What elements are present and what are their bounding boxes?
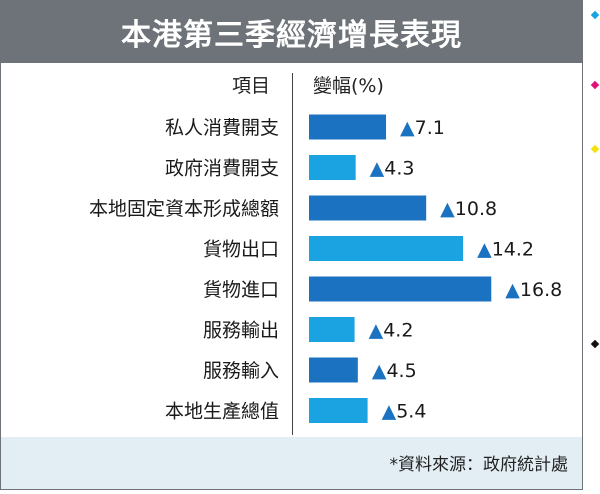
source-note: *資料來源：政府統計處 <box>389 455 569 475</box>
category-label: 政府消費開支 <box>165 158 279 180</box>
category-label: 私人消費開支 <box>165 117 279 139</box>
value-label: ▲14.2 <box>477 239 534 261</box>
chart-frame: 本港第三季經濟增長表現 項目 變幅(%) 私人消費開支 ▲7.1 政府消費開支 ▲4.… <box>0 0 583 490</box>
yellow-mark-icon <box>590 144 600 154</box>
category-label: 服務輸入 <box>203 360 279 382</box>
category-label: 本地固定資本形成總額 <box>89 198 279 220</box>
value-label: ▲4.3 <box>370 158 415 180</box>
value-label: ▲10.8 <box>440 198 497 220</box>
value-label: ▲7.1 <box>400 117 445 139</box>
bar <box>309 155 356 180</box>
cyan-mark-icon <box>590 10 600 20</box>
value-label: ▲16.8 <box>505 279 562 301</box>
bar <box>309 357 358 383</box>
bar <box>309 317 355 342</box>
bar-chart: 私人消費開支 ▲7.1 政府消費開支 ▲4.3 本地固定資本形成總額 ▲10.8 貨物出口 ▲… <box>89 114 562 423</box>
column-header-item: 項目 <box>231 75 270 97</box>
bar <box>309 114 387 140</box>
category-label: 服務輸出 <box>203 320 279 342</box>
bar <box>309 276 492 302</box>
category-label: 貨物進口 <box>203 279 279 301</box>
column-header-change: 變幅(%) <box>313 75 384 97</box>
bar <box>309 398 368 423</box>
magenta-mark-icon <box>590 80 600 90</box>
chart-title: 本港第三季經濟增長表現 <box>1 1 582 63</box>
category-label: 本地生產總值 <box>165 401 279 423</box>
value-label: ▲4.2 <box>369 320 414 342</box>
bar <box>309 236 464 261</box>
axis-divider <box>292 73 293 435</box>
bar <box>309 195 427 221</box>
value-label: ▲5.4 <box>382 401 427 423</box>
category-label: 貨物出口 <box>203 239 279 261</box>
footer-bar: *資料來源：政府統計處 <box>1 437 582 489</box>
black-mark-icon <box>590 339 600 349</box>
value-label: ▲4.5 <box>372 360 417 382</box>
